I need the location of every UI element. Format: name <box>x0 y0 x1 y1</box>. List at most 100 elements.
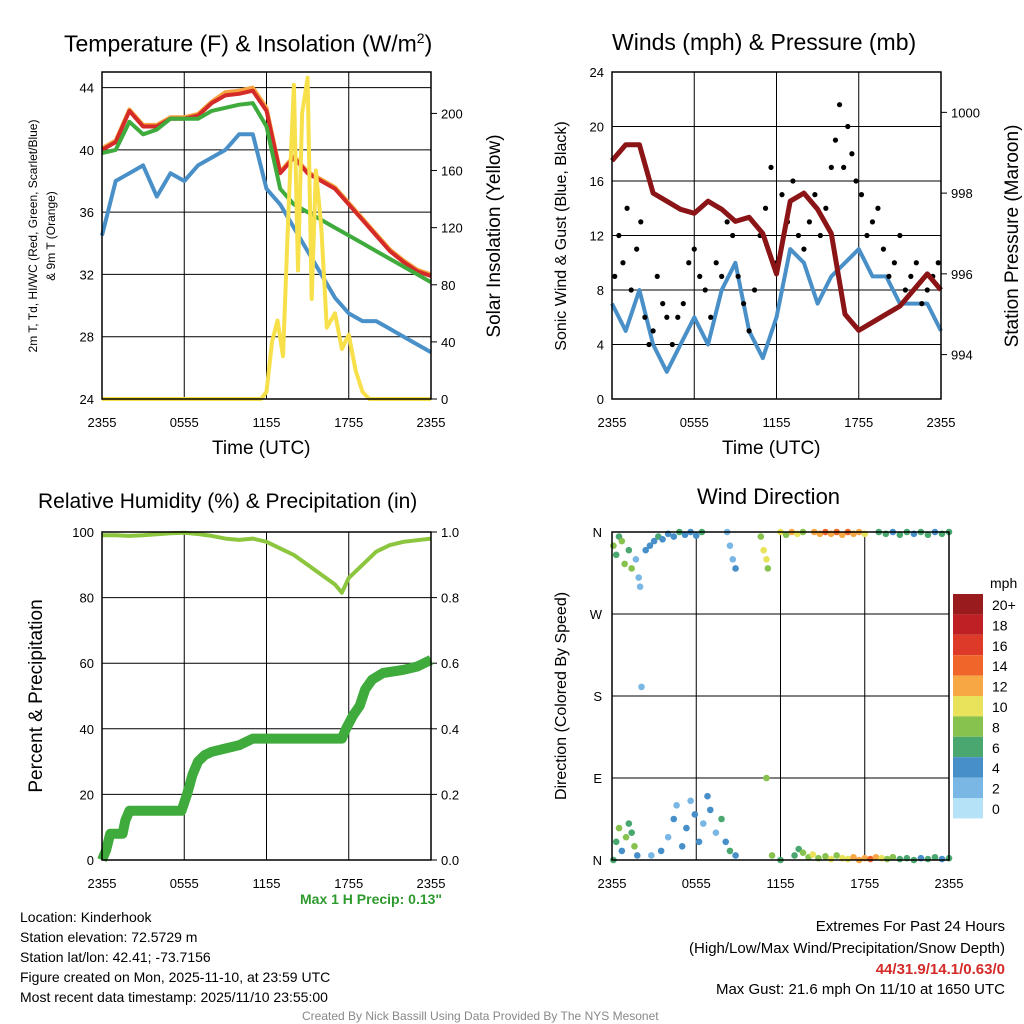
colorbar-swatch <box>953 675 983 696</box>
gust-point <box>691 246 697 252</box>
direction-point <box>659 535 666 543</box>
direction-point <box>632 556 640 563</box>
direction-point <box>681 531 689 539</box>
direction-point <box>732 852 739 859</box>
gust-point <box>913 260 919 266</box>
direction-point <box>625 820 633 827</box>
direction-point <box>670 533 678 540</box>
y-tick-label: 28 <box>80 330 94 345</box>
direction-point <box>850 853 857 861</box>
direction-point <box>931 853 939 861</box>
gust-point <box>886 273 892 279</box>
gust-point <box>751 287 758 293</box>
gust-point <box>828 164 834 170</box>
direction-point <box>638 683 645 691</box>
direction-point <box>646 542 654 549</box>
x-tick-label: 0555 <box>170 415 199 430</box>
dir-tick-label: N <box>593 853 602 868</box>
colorbar-label: 16 <box>992 638 1008 654</box>
x-tick-label: 2355 <box>88 876 117 891</box>
series-rh <box>102 530 432 595</box>
gust-point <box>724 219 730 225</box>
direction-point <box>938 855 946 863</box>
direction-point <box>618 537 626 545</box>
colorbar-swatch <box>953 798 983 819</box>
direction-point <box>621 560 628 568</box>
gust-point <box>891 260 897 266</box>
direction-point <box>872 853 880 861</box>
gust-point <box>779 192 785 198</box>
direction-point <box>642 546 649 554</box>
gust-point <box>746 328 752 334</box>
colorbar-label: 12 <box>992 679 1008 695</box>
y-tick-label: 0 <box>597 392 604 407</box>
colorbar-title: mph <box>990 575 1017 591</box>
colorbar-label: 0 <box>992 801 1000 817</box>
y2-tick-label: 0 <box>441 392 448 407</box>
gust-point <box>669 341 675 348</box>
gust-point <box>634 246 640 252</box>
gust-point <box>697 273 703 279</box>
temp-ylabel: 2m T, Td, HI/WC (Red, Green, Scarlet/Blu… <box>26 120 40 353</box>
gust-point <box>902 287 908 293</box>
x-tick-label: 0555 <box>170 876 199 891</box>
direction-point <box>612 838 620 846</box>
gust-point <box>858 192 865 198</box>
x-tick-label: 2355 <box>927 415 956 430</box>
gust-point <box>908 273 914 279</box>
pressure-ylabel: Station Pressure (Maroon) <box>1002 125 1023 348</box>
y2-tick-label: 996 <box>951 267 973 282</box>
direction-point <box>896 855 904 863</box>
y2-tick-label: 80 <box>441 278 455 293</box>
colorbar-label: 14 <box>992 658 1008 674</box>
direction-point <box>628 829 635 836</box>
x-tick-label: 2355 <box>417 415 446 430</box>
gust-point <box>680 301 686 307</box>
x-tick-label: 2355 <box>935 876 964 891</box>
gust-point <box>935 260 941 266</box>
wind-ylabel: Sonic Wind & Gust (Blue, Black) <box>553 121 570 350</box>
colorbar-swatch <box>953 777 983 798</box>
elevation: Station elevation: 72.5729 m <box>20 929 198 945</box>
direction-point <box>883 855 891 863</box>
y-tick-label: 32 <box>80 267 94 282</box>
solar-ylabel: Solar Insolation (Yellow) <box>484 134 505 337</box>
gust-point <box>919 301 925 307</box>
colorbar-swatch <box>953 757 983 778</box>
series-solar <box>102 75 431 401</box>
direction-point <box>622 833 630 841</box>
series-precipitation <box>97 655 434 862</box>
colorbar-swatch <box>953 716 983 737</box>
colorbar-label: 6 <box>992 740 1000 756</box>
dir-tick-label: S <box>593 689 602 704</box>
y-tick-label: 20 <box>590 120 604 135</box>
y2-tick-label: 0.0 <box>441 853 459 868</box>
direction-point <box>618 847 626 855</box>
gust-point <box>638 219 644 225</box>
direction-point <box>678 843 686 850</box>
x-tick-label: 0555 <box>680 415 709 430</box>
direction-point <box>809 851 817 858</box>
y-tick-label: 24 <box>590 65 604 80</box>
series-sonic-wind <box>610 247 943 374</box>
direction-point <box>612 551 620 559</box>
gust-point <box>642 314 648 320</box>
series-2m-t <box>101 88 432 278</box>
direction-point <box>670 815 678 823</box>
gust-point <box>880 246 887 252</box>
plot-frame <box>611 71 942 400</box>
gust-point <box>686 260 692 266</box>
direction-point <box>791 852 798 859</box>
direction-point <box>722 838 730 846</box>
colorbar-label: 4 <box>992 760 1000 776</box>
direction-point <box>822 853 829 860</box>
gust-point <box>735 273 741 279</box>
colorbar-label: 20+ <box>992 597 1016 613</box>
gust-point <box>664 314 670 320</box>
direction-point <box>633 852 641 859</box>
gust-point <box>864 232 870 239</box>
series-pressure <box>610 142 943 333</box>
series-hi-wc <box>100 132 432 355</box>
x-tick-label: 1755 <box>334 876 363 891</box>
